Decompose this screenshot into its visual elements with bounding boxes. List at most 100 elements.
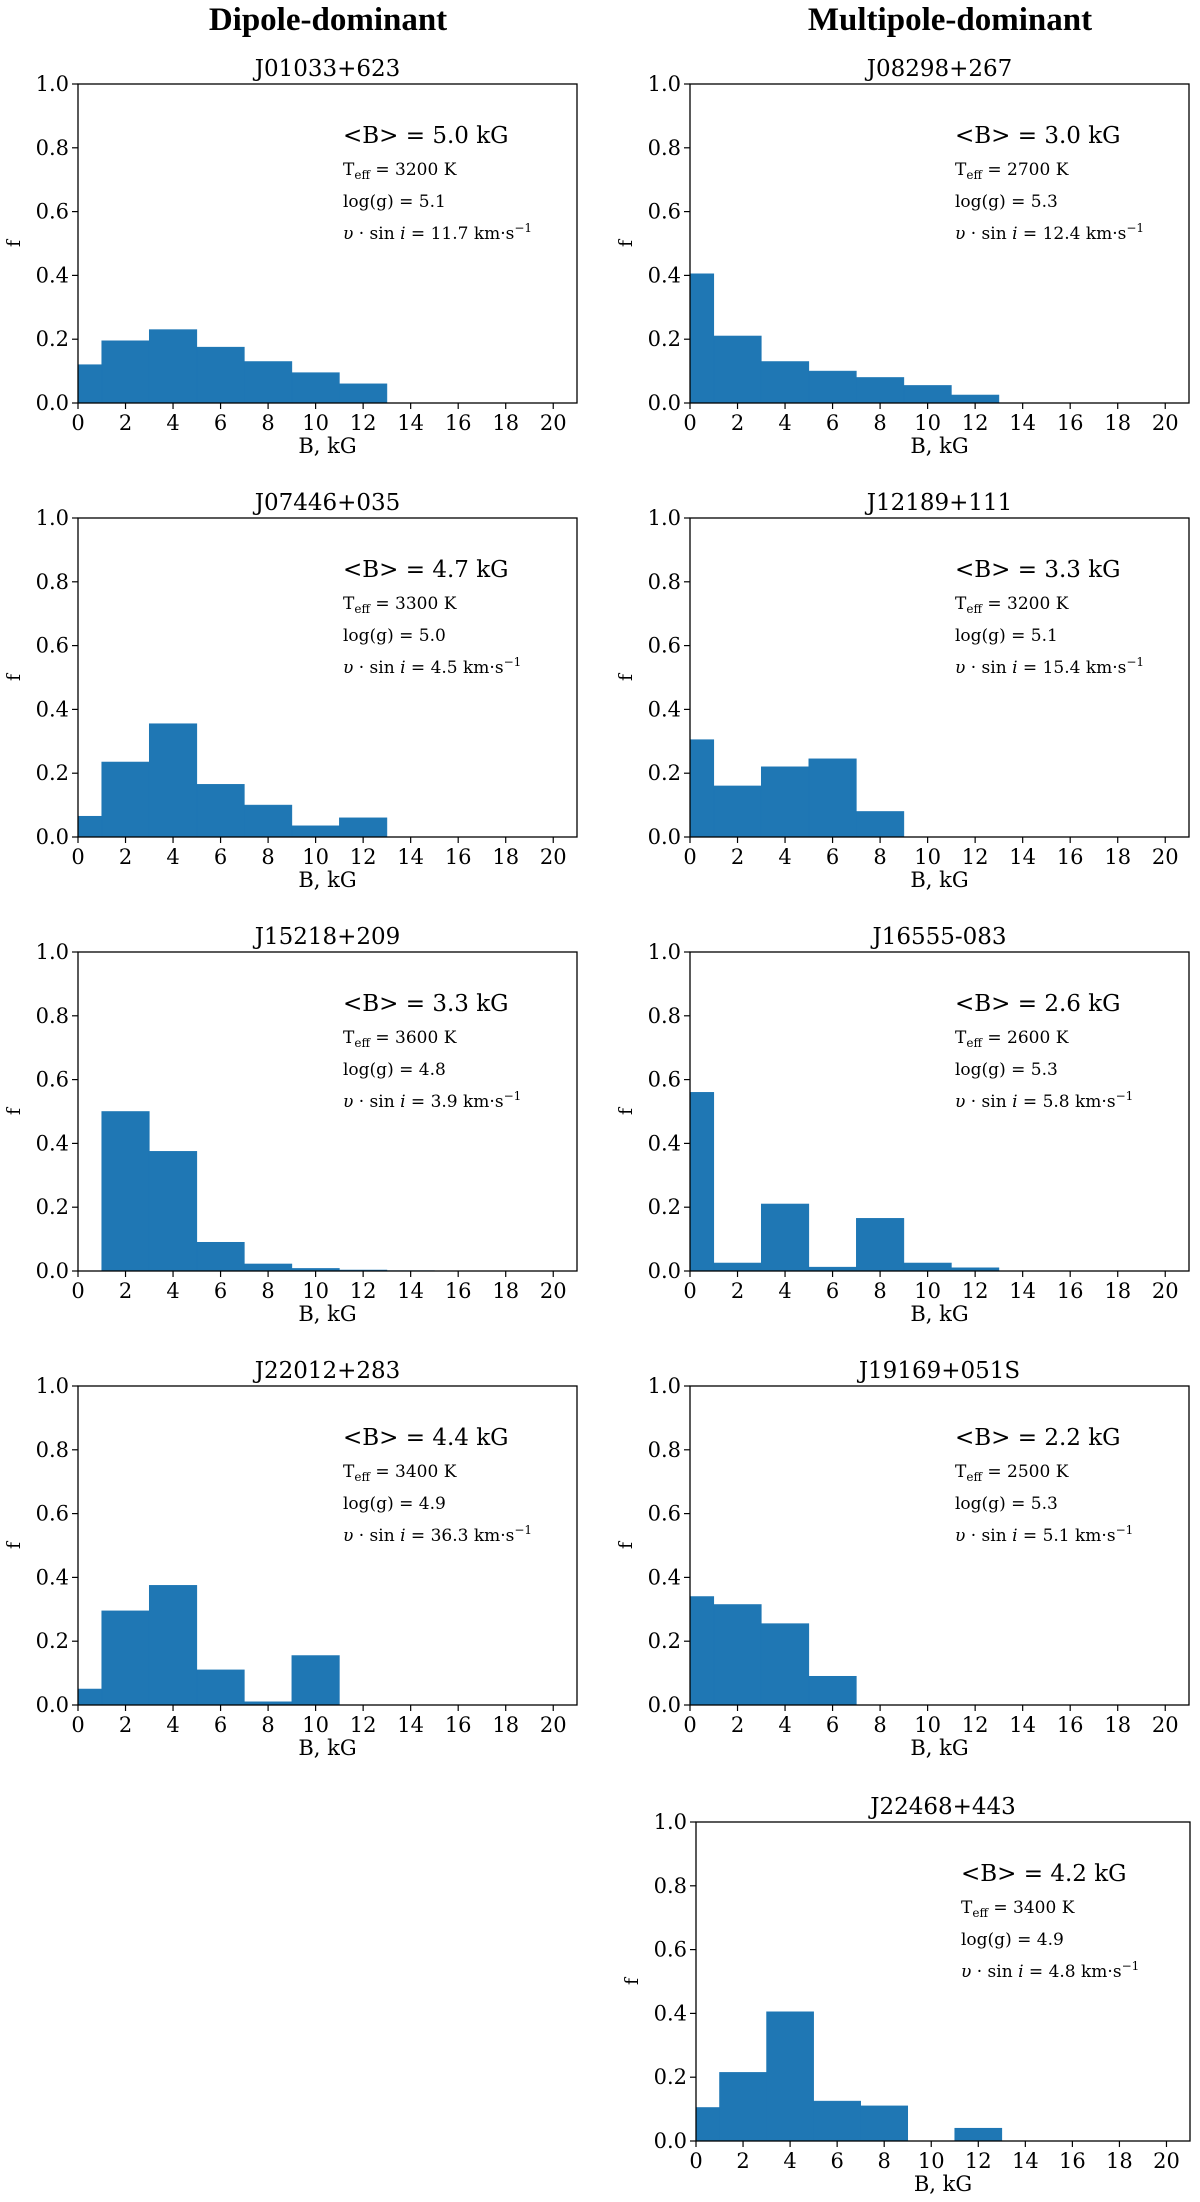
histogram-bar [196, 784, 245, 838]
y-tick-label: 0.0 [36, 391, 69, 415]
histogram-bar [760, 1203, 810, 1272]
y-tick-label: 0.4 [36, 1565, 69, 1589]
y-tick-label: 0.6 [36, 200, 69, 224]
panel-title: J22468+443 [868, 1794, 1016, 1820]
teff-label: Teff = 2700 K [955, 160, 1069, 182]
x-tick-label: 12 [965, 2149, 992, 2173]
x-axis-label: B, kG [910, 868, 968, 892]
y-tick-label: 0.0 [36, 825, 69, 849]
x-tick-label: 16 [445, 1713, 472, 1737]
histogram-bar [813, 2100, 861, 2142]
panel-j22468-443: J22468+443 0 2 4 6 8 10 12 14 16 18 20 0.0 0.2 0.4 0.6 0… [621, 1794, 1191, 2196]
teff-label: Teff = 3200 K [343, 160, 457, 182]
x-tick-label: 6 [826, 845, 839, 869]
x-tick-label: 0 [689, 2149, 702, 2173]
y-tick-label: 0.8 [36, 1438, 69, 1462]
x-tick-label: 20 [1152, 1279, 1179, 1303]
y-axis-label: f [615, 1106, 637, 1115]
histogram-bar [856, 1218, 905, 1272]
column-title-multipole: Multipole-dominant [807, 2, 1093, 38]
x-tick-label: 6 [830, 2149, 843, 2173]
x-tick-label: 2 [119, 1279, 132, 1303]
x-tick-label: 10 [302, 1279, 329, 1303]
vsini-label: υ · sin i = 4.5 km·s−1 [343, 655, 521, 678]
x-tick-label: 0 [683, 845, 696, 869]
histogram-bar [719, 2072, 767, 2142]
y-tick-label: 0.6 [648, 1068, 681, 1092]
mean-field-label: <B> = 5.0 kG [343, 123, 509, 149]
x-tick-label: 2 [736, 2149, 749, 2173]
y-tick-label: 0.8 [36, 1004, 69, 1028]
histogram-bar [101, 1111, 150, 1272]
y-tick-label: 0.2 [648, 1629, 681, 1653]
axes-frame [77, 951, 578, 1272]
vsini-label: υ · sin i = 3.9 km·s−1 [343, 1089, 521, 1112]
histogram-bar [339, 817, 388, 838]
histogram-bar [713, 335, 762, 404]
histogram-bar [808, 370, 857, 404]
x-tick-label: 12 [962, 1279, 989, 1303]
vsini-label: υ · sin i = 15.4 km·s−1 [955, 655, 1144, 678]
histogram-bar [808, 1675, 857, 1706]
x-tick-label: 8 [873, 1713, 886, 1737]
y-tick-label: 1.0 [648, 72, 681, 96]
x-tick-label: 8 [261, 1713, 274, 1737]
x-tick-label: 16 [445, 411, 472, 435]
teff-label: Teff = 2600 K [955, 1028, 1069, 1050]
x-axis-label: B, kG [910, 1736, 968, 1760]
y-tick-label: 0.8 [648, 570, 681, 594]
y-tick-label: 0.0 [648, 391, 681, 415]
vsini-label: υ · sin i = 11.7 km·s−1 [343, 221, 532, 244]
logg-label: log(g) = 5.1 [955, 626, 1058, 646]
y-tick-label: 0.4 [654, 2001, 687, 2025]
panel-title: J16555-083 [870, 924, 1006, 950]
teff-label: Teff = 3600 K [343, 1028, 457, 1050]
mean-field-label: <B> = 2.2 kG [955, 1425, 1121, 1451]
x-tick-label: 16 [1057, 1713, 1084, 1737]
histogram-bar [766, 2011, 814, 2142]
teff-label: Teff = 3400 K [961, 1898, 1075, 1920]
x-tick-label: 14 [397, 1713, 424, 1737]
x-tick-label: 8 [873, 845, 886, 869]
histogram-bar [954, 2127, 1003, 2142]
y-tick-label: 1.0 [654, 1810, 687, 1834]
y-tick-label: 0.6 [36, 634, 69, 658]
x-tick-label: 0 [71, 1713, 84, 1737]
y-tick-label: 0.8 [36, 570, 69, 594]
x-tick-label: 16 [1057, 1279, 1084, 1303]
x-tick-label: 12 [350, 1279, 377, 1303]
x-tick-label: 6 [826, 1279, 839, 1303]
x-axis-label: B, kG [298, 434, 356, 458]
panel-j07446-035: J07446+035 0 2 4 6 8 10 12 14 16 18 20 0.0 0.2 0.4 0.6 0… [3, 490, 578, 892]
teff-label: Teff = 3200 K [955, 594, 1069, 616]
logg-label: log(g) = 5.0 [343, 626, 446, 646]
x-tick-label: 4 [778, 1279, 791, 1303]
mean-field-label: <B> = 3.3 kG [955, 557, 1121, 583]
x-tick-label: 14 [1009, 411, 1036, 435]
x-tick-label: 18 [1104, 845, 1131, 869]
x-tick-label: 2 [119, 1713, 132, 1737]
histogram-bar [77, 815, 103, 838]
y-tick-label: 0.4 [36, 697, 69, 721]
x-tick-label: 14 [1009, 1713, 1036, 1737]
logg-label: log(g) = 4.9 [961, 1930, 1064, 1950]
x-tick-label: 8 [261, 845, 274, 869]
histogram-bar [196, 1669, 245, 1706]
x-tick-label: 2 [731, 1713, 744, 1737]
logg-label: log(g) = 5.3 [955, 192, 1058, 212]
x-tick-label: 14 [397, 1279, 424, 1303]
x-tick-label: 18 [1104, 1279, 1131, 1303]
y-tick-label: 0.6 [36, 1502, 69, 1526]
axes-frame [689, 83, 1190, 404]
panel-title: J19169+051S [857, 1358, 1020, 1384]
y-axis-label: f [3, 1106, 25, 1115]
histogram-bar [713, 785, 762, 838]
mean-field-label: <B> = 3.0 kG [955, 123, 1121, 149]
y-tick-label: 0.0 [648, 1693, 681, 1717]
histogram-bar [77, 364, 103, 404]
x-tick-label: 18 [492, 845, 519, 869]
histogram-bar [808, 758, 857, 838]
x-tick-label: 6 [214, 1713, 227, 1737]
y-tick-label: 0.0 [648, 1259, 681, 1283]
